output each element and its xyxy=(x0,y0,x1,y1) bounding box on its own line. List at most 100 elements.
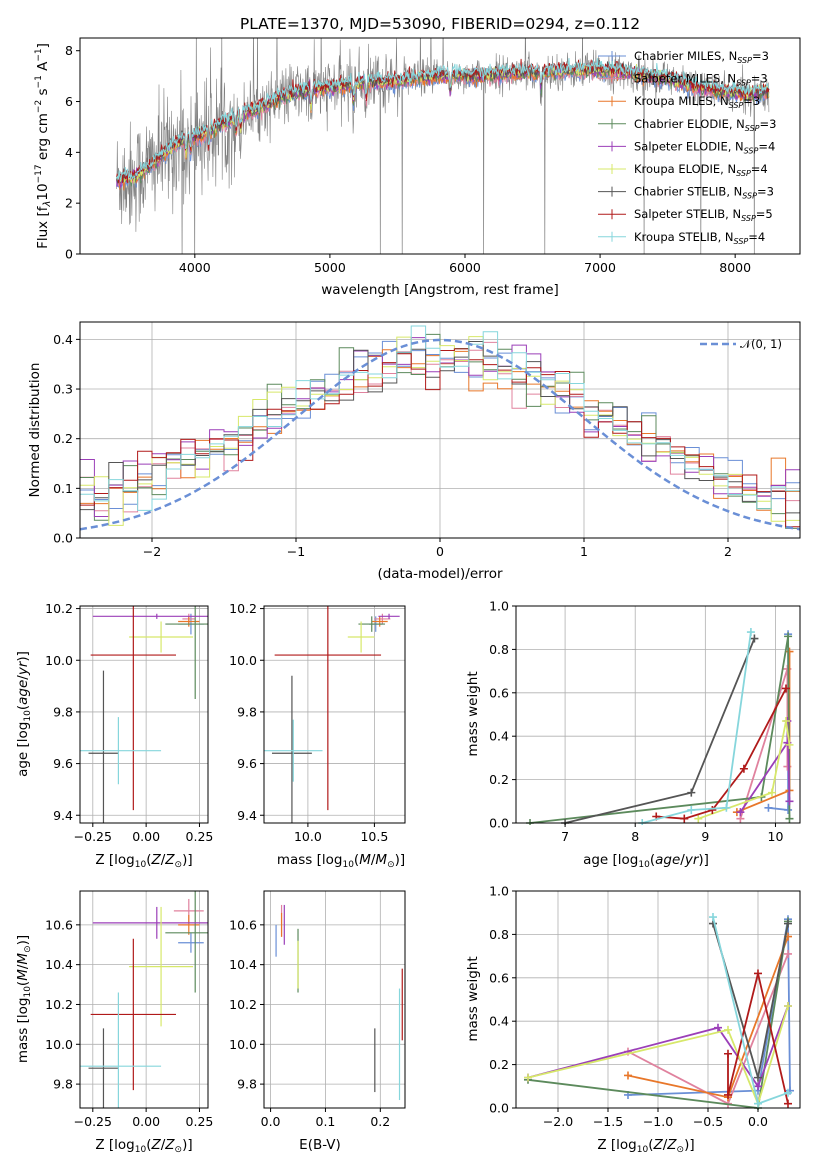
model-spectrum-line xyxy=(116,58,770,181)
spectrum-xtick-label: 8000 xyxy=(719,260,751,275)
weight-point-marker xyxy=(754,1099,762,1108)
mass-metallicity-marks xyxy=(80,891,208,1108)
mass-metallicity-ytick-label: 10.6 xyxy=(45,917,73,932)
age-mass-plot-area xyxy=(264,606,405,823)
age-mass-marks xyxy=(264,606,400,823)
residual-ytick-label: 0.3 xyxy=(53,382,73,397)
legend-label: Salpeter STELIB, NSSP=5 xyxy=(634,207,773,223)
weight-age-marks xyxy=(526,628,794,825)
weight-point-marker xyxy=(781,717,790,726)
age-metallicity-panel: −0.25 0.00 0.25 9.4 9.6 9.8 10.0 10.2 xyxy=(45,601,214,844)
weight-point-marker xyxy=(524,1073,532,1082)
weight-point-marker xyxy=(746,628,755,637)
age-metallicity-marks xyxy=(80,606,208,823)
weight-point-marker xyxy=(781,684,790,693)
age-metallicity-xtick-label: 0.00 xyxy=(132,829,160,844)
age-metallicity-xtick-label: −0.25 xyxy=(74,829,112,844)
weight-point-marker xyxy=(754,1082,762,1091)
weight-series-line xyxy=(727,973,789,1104)
weight-point-marker xyxy=(784,1002,792,1011)
age-metallicity-xtick-label: 0.25 xyxy=(186,829,214,844)
weight-point-marker xyxy=(785,814,794,823)
weight-series-line xyxy=(697,720,791,820)
legend-label: Chabrier MILES, NSSP=3 xyxy=(634,49,769,65)
residual-xlabel: (data-model)/error xyxy=(377,566,503,582)
weight-series-line xyxy=(529,636,791,824)
normal-curve xyxy=(79,338,801,531)
weight-age-xtick-label: 10 xyxy=(768,829,784,844)
weight-metallicity-ytick-label: 1.0 xyxy=(489,884,509,899)
age-mass-ytick-label: 9.6 xyxy=(237,756,257,771)
mass-extinction-panel: 0.0 0.1 0.2 9.8 10.0 10.2 10.4 10.6 xyxy=(229,890,406,1129)
spectrum-xlabel: wavelength [Angstrom, rest frame] xyxy=(321,282,559,298)
residual-xtick-label: 1 xyxy=(580,544,588,559)
weight-point-marker xyxy=(784,1099,792,1108)
age-metallicity-ytick-label: 9.8 xyxy=(53,704,73,719)
weight-age-xtick-label: 7 xyxy=(561,829,569,844)
weight-point-marker xyxy=(687,788,696,797)
weight-series-line xyxy=(527,1005,789,1107)
weight-age-ytick-label: 0.8 xyxy=(489,642,509,657)
legend-label: Chabrier STELIB, NSSP=3 xyxy=(634,185,774,201)
age-mass-xtick-label: 10.5 xyxy=(360,829,388,844)
weight-point-marker xyxy=(709,913,717,922)
weight-metallicity-xtick-label: −0.5 xyxy=(693,1114,723,1129)
age-metallicity-ylabel: age [log10(age/yr)] xyxy=(15,651,33,777)
spectrum-xtick-label: 7000 xyxy=(584,260,616,275)
weight-metallicity-xtick-label: −1.0 xyxy=(643,1114,673,1129)
spectrum-xtick-label: 6000 xyxy=(449,260,481,275)
mass-extinction-ytick-label: 10.0 xyxy=(229,1037,257,1052)
weight-point-marker xyxy=(687,805,696,814)
age-mass-ytick-label: 9.4 xyxy=(237,808,257,823)
mass-metallicity-xtick-label: 0.25 xyxy=(186,1114,214,1129)
age-mass-xlabel: mass [log10(M/M⊙)] xyxy=(277,852,405,870)
spectrum-panel: 4000 5000 6000 7000 8000 0 2 4 6 8 Chabrier MILES… xyxy=(34,37,801,298)
histogram-series xyxy=(80,325,800,511)
weight-metallicity-ytick-label: 0.2 xyxy=(489,1057,509,1072)
weight-point-marker xyxy=(714,1023,722,1032)
weight-metallicity-ytick-label: 0.8 xyxy=(489,927,509,942)
weight-age-xtick-label: 9 xyxy=(701,829,709,844)
mass-extinction-xlabel: E(B-V) xyxy=(299,1137,341,1153)
weight-point-marker xyxy=(764,803,773,812)
mass-metallicity-plot-area xyxy=(80,891,208,1108)
legend-label: Kroupa STELIB, NSSP=4 xyxy=(634,230,765,246)
weight-age-ytick-label: 0.6 xyxy=(489,685,509,700)
spectrum-ytick-label: 6 xyxy=(65,94,73,109)
weight-point-marker xyxy=(785,797,794,806)
figure-title: PLATE=1370, MJD=53090, FIBERID=0294, z=0… xyxy=(240,15,640,33)
legend-label: Salpeter MILES, NSSP=3 xyxy=(634,72,768,88)
spectrum-frame xyxy=(79,37,801,255)
mass-metallicity-xlabel: Z [log10(Z/Z⊙)] xyxy=(95,1137,192,1155)
mass-metallicity-ytick-label: 9.8 xyxy=(53,1077,73,1092)
age-mass-frame xyxy=(263,605,406,824)
mass-extinction-xtick-label: 0.0 xyxy=(261,1114,281,1129)
weight-point-marker xyxy=(784,1088,792,1097)
weight-point-marker xyxy=(785,740,794,749)
weight-age-xtick-label: 8 xyxy=(631,829,639,844)
weight-age-ytick-label: 0.4 xyxy=(489,729,509,744)
age-metallicity-ytick-label: 9.6 xyxy=(53,756,73,771)
age-mass-panel: 10.0 10.5 9.4 9.6 9.8 10.0 10.2 xyxy=(229,601,406,844)
weight-metallicity-xtick-label: −2.0 xyxy=(543,1114,573,1129)
weight-age-ytick-label: 0.0 xyxy=(489,816,509,831)
spectrum-ytick-label: 4 xyxy=(65,145,73,160)
spectrum-legend: Chabrier MILES, NSSP=3 Salpeter MILES, NS… xyxy=(598,49,776,246)
age-metallicity-frame xyxy=(79,605,209,824)
age-mass-xtick-label: 10.0 xyxy=(294,829,322,844)
mass-extinction-ytick-label: 10.4 xyxy=(229,957,257,972)
legend-label: Salpeter ELODIE, NSSP=4 xyxy=(634,139,775,155)
age-mass-ytick-label: 10.0 xyxy=(229,653,257,668)
mass-extinction-ytick-label: 10.2 xyxy=(229,997,257,1012)
residual-panel: −2 −1 0 1 2 0.0 0.1 0.2 0.3 0.4 𝒩(0, 1) (data-mod… xyxy=(27,321,801,582)
weight-point-marker xyxy=(754,1073,762,1082)
mass-extinction-xtick-label: 0.1 xyxy=(316,1114,336,1129)
weight-age-panel: 7 8 9 10 0.0 0.2 0.4 0.6 0.8 1.0 xyxy=(489,599,801,844)
mass-metallicity-xtick-label: 0.00 xyxy=(132,1114,160,1129)
residual-xtick-label: −2 xyxy=(143,544,161,559)
mass-metallicity-frame xyxy=(79,890,209,1109)
mass-metallicity-ytick-label: 10.0 xyxy=(45,1037,73,1052)
age-metallicity-xlabel: Z [log10(Z/Z⊙)] xyxy=(95,852,192,870)
mass-extinction-marks xyxy=(275,904,403,1101)
